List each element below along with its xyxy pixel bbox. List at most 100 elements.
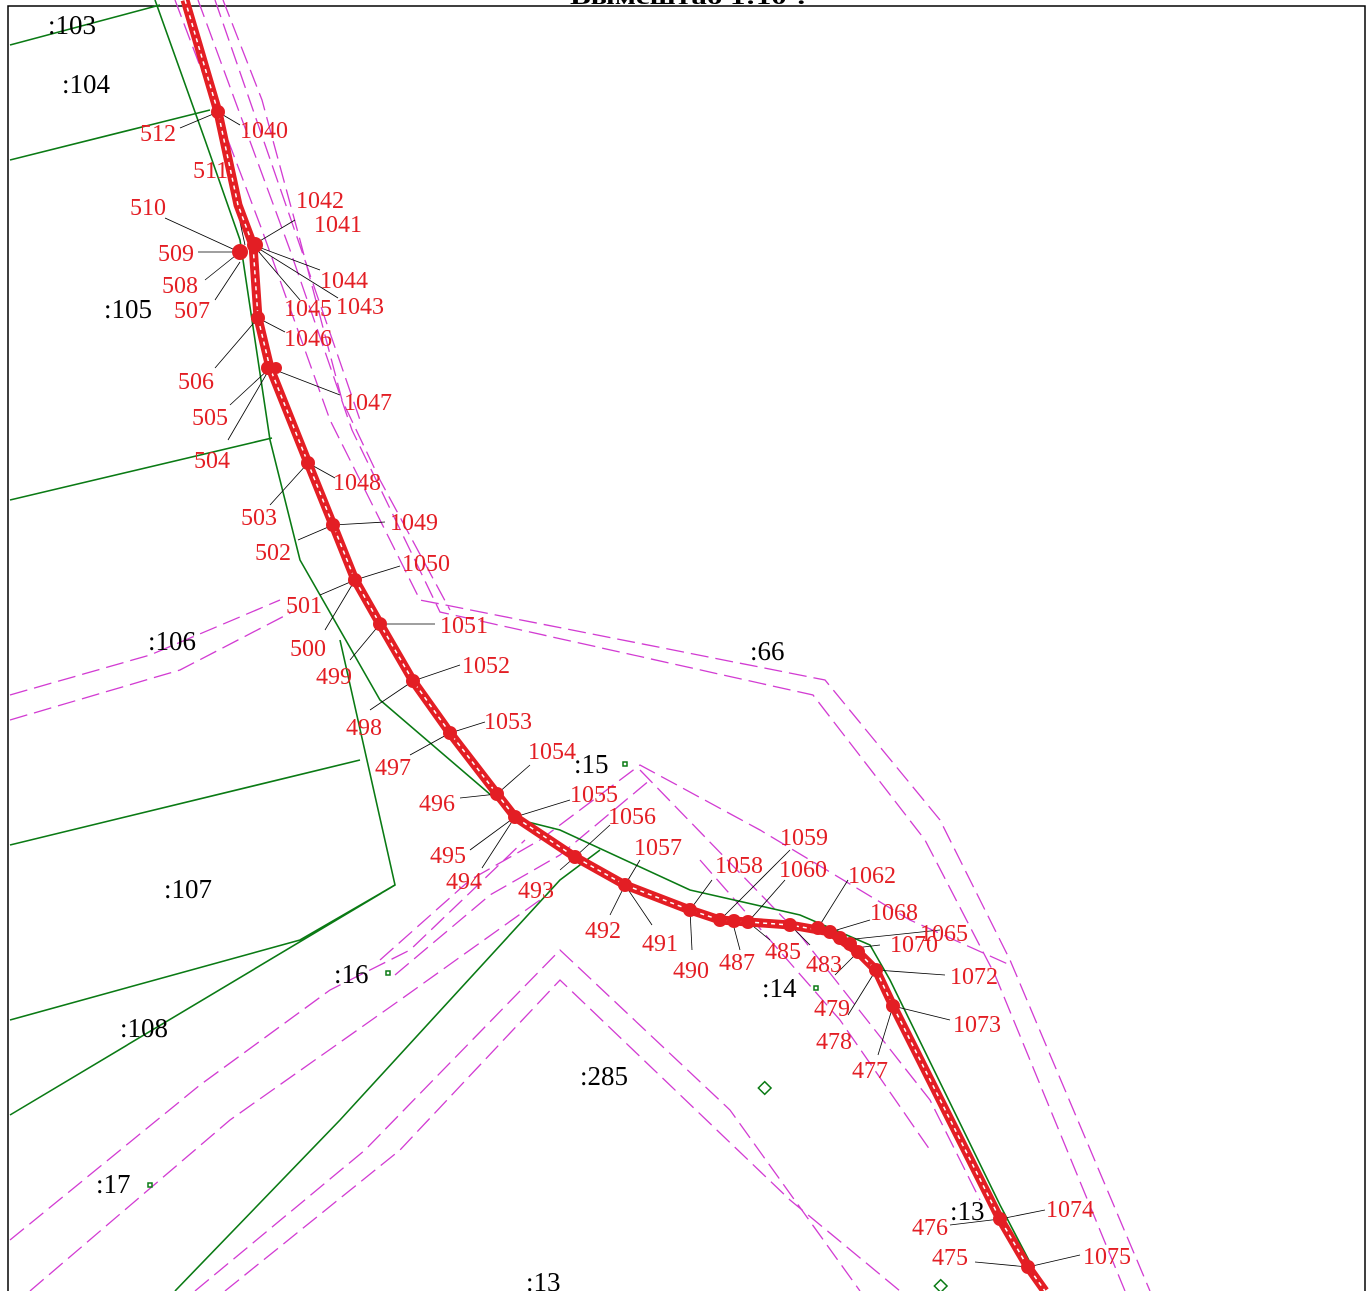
zone-line-left-a (174, 0, 1151, 1291)
marker-14 (813, 985, 819, 991)
parcel-line-108 (9, 884, 396, 1116)
point-label: 1043 (336, 294, 384, 320)
route-vertex (247, 237, 263, 253)
point-label: 1046 (284, 326, 332, 352)
point-label: 500 (290, 636, 326, 662)
point-label: 487 (719, 950, 755, 976)
parcel-label: :66 (750, 636, 785, 666)
point-label: 1048 (333, 470, 381, 496)
point-label: 506 (178, 369, 214, 395)
point-label: 1052 (462, 653, 510, 679)
parcel-label: :107 (164, 874, 212, 904)
zone-15-b (394, 779, 651, 976)
zone-line-right (222, 0, 451, 611)
point-label: 1056 (608, 804, 656, 830)
parcel-label: :15 (574, 749, 609, 779)
point-label: 504 (194, 448, 230, 474)
scale-caption: Вымсштаб 1:10 ? (570, 0, 810, 9)
point-label: 1058 (715, 853, 763, 879)
route-vertex (301, 456, 315, 470)
route-vertex (811, 921, 825, 935)
point-label: 1062 (848, 863, 896, 889)
point-label: 496 (419, 791, 455, 817)
parcel-label: :14 (762, 973, 797, 1003)
route-vertex (211, 105, 225, 119)
route-vertex (851, 945, 865, 959)
parcel-boundaries (9, 0, 1046, 1291)
route-vertex (993, 1212, 1007, 1226)
route-vertices (211, 105, 1035, 1274)
point-label: 1053 (484, 709, 532, 735)
point-label: 1041 (314, 212, 362, 238)
route-vertex (251, 311, 265, 325)
point-label: 1065 (920, 921, 968, 947)
point-label: 499 (316, 664, 352, 690)
point-label: 1045 (284, 296, 332, 322)
parcel-line-105 (9, 437, 273, 501)
route-vertex (406, 674, 420, 688)
route-vertex (727, 914, 741, 928)
point-label: 1040 (240, 118, 288, 144)
point-label: 485 (765, 939, 801, 965)
point-label: 494 (446, 869, 482, 895)
route-vertex (443, 726, 457, 740)
route-vertex (713, 913, 727, 927)
route-vertex (869, 963, 883, 977)
point-label: 492 (585, 918, 621, 944)
route-vertex (326, 518, 340, 532)
route-vertex (886, 999, 900, 1013)
parcel-line-main (154, 0, 1046, 1291)
point-label: 1060 (779, 857, 827, 883)
parcel-labels: :103 :104 :105 :106 :66 :15 :107 :16 :14… (48, 10, 985, 1291)
point-label: 502 (255, 540, 291, 566)
point-label: 1042 (296, 188, 344, 214)
zone-285-b (224, 979, 901, 1291)
parcel-markers (147, 761, 949, 1291)
parcel-label: :16 (334, 959, 369, 989)
route-vertex (270, 362, 282, 374)
point-label: 511 (193, 158, 228, 184)
route-point-labels: 1040 512 511 1042 1041 510 509 1044 508 … (130, 118, 1131, 1271)
parcel-line-103 (9, 4, 161, 46)
point-label: 1068 (870, 900, 918, 926)
point-label: 510 (130, 195, 166, 221)
zone-14-b (699, 859, 931, 1151)
parcel-label: :104 (62, 69, 111, 99)
point-label: 1074 (1046, 1197, 1094, 1223)
point-label: 1075 (1083, 1244, 1131, 1270)
point-label: 1044 (320, 268, 368, 294)
point-label: 1054 (528, 739, 576, 765)
route-vertex (783, 918, 797, 932)
point-label: 512 (140, 121, 176, 147)
point-label: 1073 (953, 1012, 1001, 1038)
route-vertex (568, 850, 582, 864)
point-label: 483 (806, 952, 842, 978)
parcel-label: :285 (580, 1061, 628, 1091)
marker-16 (385, 970, 391, 976)
point-label: 1059 (780, 825, 828, 851)
route-vertex (741, 915, 755, 929)
point-label: 495 (430, 843, 466, 869)
parcel-label: :13 (526, 1267, 561, 1291)
route-vertex (348, 573, 362, 587)
point-label: 1051 (440, 613, 488, 639)
route-centerline (184, 0, 1046, 1291)
point-label: 479 (814, 996, 850, 1022)
point-label: 501 (286, 593, 322, 619)
zone-106-b (9, 611, 293, 721)
point-label: 503 (241, 505, 277, 531)
point-label: 490 (673, 958, 709, 984)
parcel-label: :108 (120, 1013, 168, 1043)
point-label: 505 (192, 405, 228, 431)
point-label: 1055 (570, 782, 618, 808)
route-vertex (618, 878, 632, 892)
point-label: 1047 (344, 390, 392, 416)
parcel-line-285 (174, 849, 601, 1291)
marker-17 (147, 1182, 153, 1188)
route[interactable] (180, 0, 1049, 1291)
parcel-label: :103 (48, 10, 96, 40)
point-label: 476 (912, 1215, 948, 1241)
parcel-line-107a (9, 759, 361, 846)
point-label: 477 (852, 1058, 888, 1084)
